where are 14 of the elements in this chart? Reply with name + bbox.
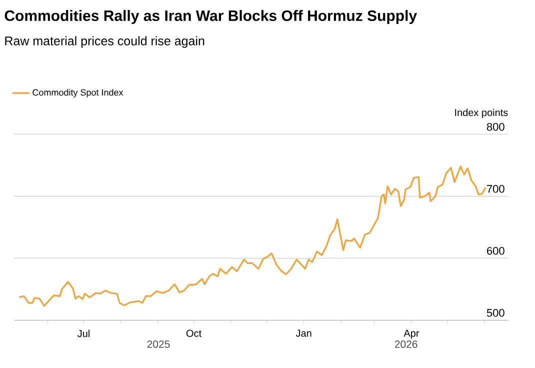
legend-label: Commodity Spot Index [32, 89, 124, 98]
x-tick-label: Apr [404, 330, 420, 339]
y-tick-label: 500 [486, 308, 504, 317]
text: 2025 [147, 340, 170, 348]
y-axis-title: Index points [455, 108, 508, 118]
text: 2026 [394, 340, 418, 348]
x-tick-label: Jan [296, 330, 312, 337]
y-tick-label: 800 [486, 122, 504, 131]
chart-subtitle: Raw material prices could rise again [5, 36, 204, 48]
x-tick-label: Oct [186, 330, 202, 337]
y-tick-label: 600 [487, 246, 504, 255]
y-tick-label: 700 [487, 184, 504, 193]
x-tick-label: Jul [78, 330, 90, 338]
chart-title: Commodities Rally as Iran War Blocks Off Hormuz Supply [4, 10, 417, 24]
